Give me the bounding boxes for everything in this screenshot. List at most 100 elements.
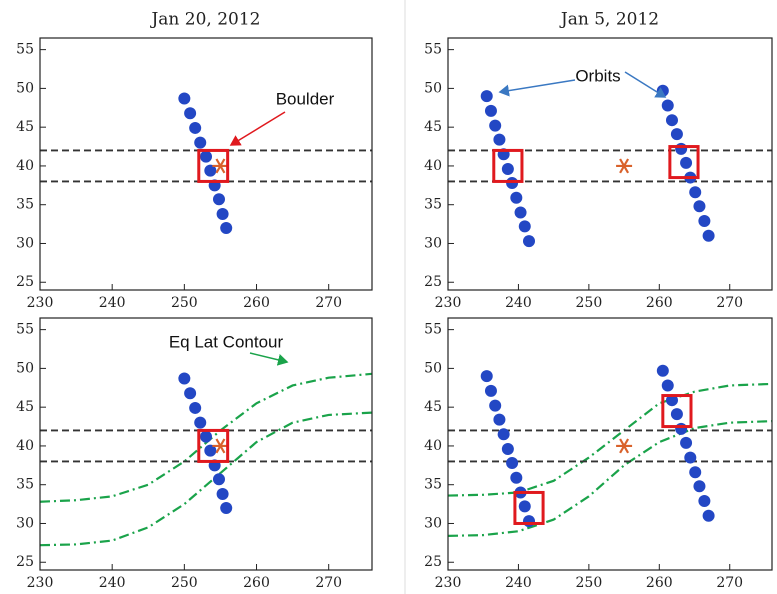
contour [39, 372, 373, 503]
boulder-stroke [215, 158, 226, 174]
y-tick-label: 45 [16, 399, 34, 415]
x-tick-label: 240 [99, 295, 126, 311]
orbit-point [212, 193, 225, 206]
orbit-point [220, 221, 233, 234]
orbit-point [698, 494, 711, 507]
orbit-point [661, 379, 674, 392]
x-tick-label: 230 [27, 575, 54, 591]
y-tick-label: 55 [424, 42, 442, 58]
y-tick-label: 55 [16, 42, 34, 58]
orbit-point [689, 466, 702, 479]
orbit-point [670, 128, 683, 141]
orbit-point [514, 206, 527, 219]
y-tick-label: 30 [424, 515, 442, 531]
orbit-point [204, 164, 217, 177]
x-tick-label: 270 [315, 295, 342, 311]
orbit-point [216, 488, 229, 501]
annotation: Boulder [276, 89, 335, 108]
orbit-point [204, 444, 217, 457]
annotation-arrow [498, 79, 576, 97]
orbit-point [693, 480, 706, 493]
orbit-point [689, 186, 702, 199]
orbit-point [216, 208, 229, 221]
orbit-point [698, 214, 711, 227]
orbit-point [200, 150, 212, 163]
orbit-point [665, 394, 678, 407]
orbit-point [480, 90, 493, 103]
orbit-point [184, 107, 197, 120]
orbit-point [489, 399, 502, 412]
orbit-point [480, 370, 493, 383]
x-tick-label: 260 [243, 295, 270, 311]
y-tick-label: 35 [424, 197, 442, 213]
orbit-point [189, 121, 202, 134]
footprint-box [513, 490, 545, 525]
orbit-point [501, 163, 514, 176]
y-tick-label: 40 [424, 438, 442, 454]
boulder [616, 158, 633, 174]
orbit-point [670, 408, 683, 421]
orbit-point [523, 515, 535, 528]
y-tick-label: 35 [16, 197, 34, 213]
y-tick-label: 25 [16, 554, 34, 570]
footprint-box [197, 428, 230, 463]
contour [39, 411, 373, 547]
panel-title: Jan 20, 2012 [149, 10, 260, 30]
plot-frame [447, 317, 773, 571]
orbit-point [510, 471, 523, 484]
y-tick-label: 50 [16, 360, 34, 376]
footprint-box [661, 394, 693, 429]
orbit-point [501, 443, 514, 456]
orbit-point [178, 372, 191, 385]
y-tick-label: 25 [424, 554, 442, 570]
orbit-point [702, 229, 715, 242]
orbit-point [506, 176, 519, 189]
x-tick-label: 240 [505, 295, 532, 311]
orbit-point [665, 114, 678, 127]
boulder-stroke [619, 438, 630, 454]
boulder [616, 438, 633, 454]
x-tick-label: 250 [171, 295, 198, 311]
orbit-point [702, 509, 715, 522]
plot-frame [39, 37, 373, 291]
orbit-point [489, 119, 502, 132]
annotation-arrow [229, 111, 286, 146]
panel-title: Jan 5, 2012 [559, 10, 659, 30]
y-tick-label: 30 [424, 235, 442, 251]
orbit-point [518, 500, 531, 513]
orbit-point [212, 473, 225, 486]
y-tick-label: 25 [424, 274, 442, 290]
x-tick-label: 270 [315, 575, 342, 591]
y-tick-label: 35 [424, 477, 442, 493]
y-tick-label: 45 [424, 119, 442, 135]
y-tick-label: 50 [424, 360, 442, 376]
orbit-point [184, 387, 197, 400]
x-tick-label: 240 [99, 575, 126, 591]
orbit-point [523, 235, 535, 248]
y-tick-label: 30 [16, 515, 34, 531]
x-tick-label: 260 [243, 575, 270, 591]
y-tick-label: 25 [16, 274, 34, 290]
orbit-point [200, 430, 212, 443]
boulder [212, 438, 229, 454]
boulder [212, 158, 229, 174]
orbit-point [493, 413, 506, 426]
orbit-point [510, 191, 523, 204]
orbit-point [661, 99, 674, 112]
y-tick-label: 30 [16, 235, 34, 251]
orbit-point [189, 401, 202, 414]
orbit-point [178, 92, 191, 105]
x-tick-label: 270 [716, 575, 743, 591]
orbit-point [680, 436, 693, 449]
orbit-point [675, 142, 688, 155]
footprint-box [197, 148, 230, 183]
orbit-point [194, 416, 207, 429]
footprint-box [668, 145, 700, 180]
orbit-point [493, 133, 506, 146]
y-tick-label: 40 [16, 158, 34, 174]
plot-frame [447, 37, 773, 291]
orbit-point [194, 136, 207, 149]
orbit-point [693, 200, 706, 213]
orbit-point [497, 428, 510, 441]
